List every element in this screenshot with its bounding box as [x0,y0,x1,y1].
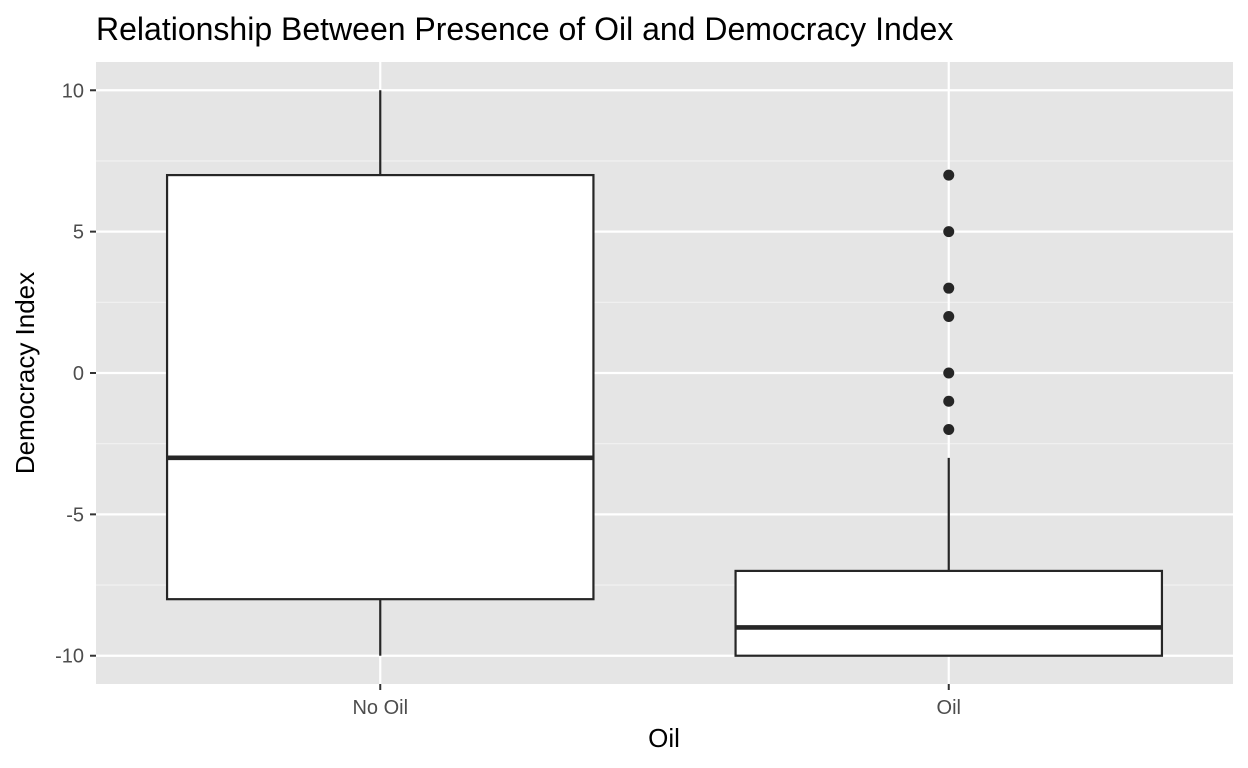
outlier-point [943,310,955,322]
box-body [165,173,595,601]
outlier-point [943,424,955,436]
x-tick-label: No Oil [352,697,408,719]
boxes-layer [165,90,1164,657]
outlier-point [943,282,955,294]
y-tick-label: 0 [73,363,84,385]
outlier-point [943,169,955,181]
x-axis-title: Oil [648,723,680,753]
outlier-point [943,226,955,238]
y-tick-label: 5 [73,222,84,244]
outlier-point [943,395,955,407]
box-2 [734,169,1164,657]
x-tick-label: Oil [937,697,961,719]
axes-layer: -10 -5 0 5 10 No Oil Oil [55,80,961,719]
y-axis-title: Democracy Index [10,272,40,474]
y-tick-label: -5 [66,504,84,526]
y-tick-label: 10 [62,80,84,102]
box-1 [165,90,595,656]
y-tick-label: -10 [55,646,84,668]
box-body [734,569,1164,657]
outlier-point [943,367,955,379]
chart-title: Relationship Between Presence of Oil and… [96,11,953,47]
